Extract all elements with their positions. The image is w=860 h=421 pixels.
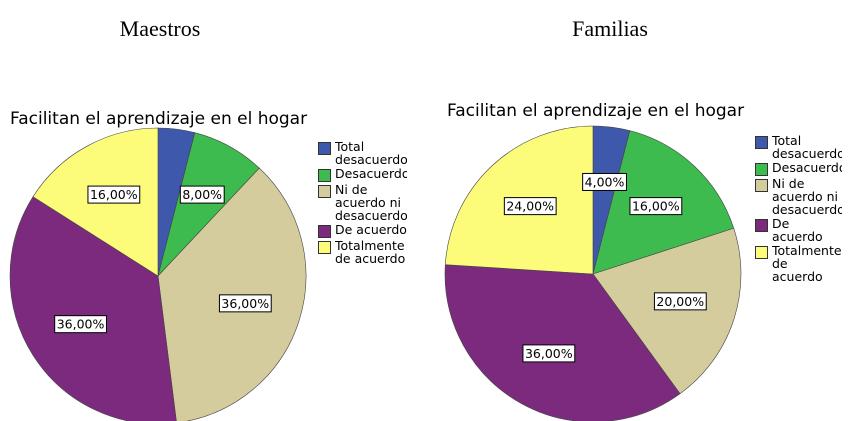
legend-label: De acuerdo (335, 223, 407, 236)
data-label: 20,00% (653, 292, 707, 311)
data-label: 24,00% (503, 197, 557, 216)
legend-item: Totalmente de acuerdo (318, 239, 407, 265)
legend-item: Total desacuerdo (755, 134, 842, 160)
label-box (582, 172, 627, 191)
value-label: 36,00% (525, 346, 573, 361)
legend-item: Desacuerdo (755, 161, 842, 176)
legend-label: Desacuerdo (772, 161, 842, 174)
label-box (522, 344, 576, 363)
legend-item: Desacuerdo (318, 167, 407, 182)
legend-swatch (755, 163, 768, 176)
chart-title: Facilitan el aprendizaje en el hogar (447, 101, 744, 121)
legend: Total desacuerdo Desacuerdo Ni de acuerdo … (318, 140, 407, 266)
legend-item: Total desacuerdo (318, 140, 407, 166)
heading: Maestros (120, 16, 201, 41)
legend-swatch (318, 185, 331, 198)
legend-label: De acuerdo (772, 217, 823, 243)
label-box (629, 197, 683, 216)
legend-swatch (755, 136, 768, 149)
value-label: 4,00% (585, 174, 625, 189)
value-label: 20,00% (656, 294, 704, 309)
pie-slice (592, 227, 742, 395)
data-label: 36,00% (54, 315, 107, 334)
legend-swatch (318, 225, 331, 238)
label-box (179, 185, 225, 204)
legend-swatch (755, 219, 768, 232)
value-label: 16,00% (90, 187, 138, 202)
legend-item: De acuerdo (318, 223, 407, 238)
legend-swatch (318, 142, 331, 155)
legend-label: Totalmente de acuerdo (772, 244, 842, 283)
legend-label: Ni de acuerdo ni desacuerdo (335, 183, 407, 222)
heading: Familias (572, 16, 648, 41)
legend-label: Ni de acuerdo ni desacuerdo (772, 177, 842, 216)
pie-slice (9, 196, 177, 421)
pie-slice (444, 264, 681, 421)
legend-item: Ni de acuerdo ni desacuerdo (755, 177, 842, 216)
value-label: 36,00% (221, 296, 269, 311)
data-label: 16,00% (87, 185, 141, 204)
legend: Total desacuerdo Desacuerdo Ni de acuerdo … (755, 134, 842, 284)
value-label: 24,00% (506, 199, 554, 214)
legend-item: Ni de acuerdo ni desacuerdo (318, 183, 407, 222)
data-label: 36,00% (522, 344, 576, 363)
value-label: 16,00% (632, 199, 680, 214)
value-label: 36,00% (57, 317, 105, 332)
data-label: 8,00% (179, 185, 225, 204)
chart-title: Facilitan el aprendizaje en el hogar (10, 109, 307, 129)
legend-label: Totalmente de acuerdo (335, 239, 406, 265)
data-label: 36,00% (218, 294, 272, 313)
label-box (503, 197, 557, 216)
legend-label: Total desacuerdo (772, 134, 842, 160)
label-box (653, 292, 707, 311)
legend-item: Totalmente de acuerdo (755, 244, 842, 283)
label-box (87, 185, 141, 204)
data-label: 4,00% (582, 172, 627, 191)
legend-swatch (755, 246, 768, 259)
legend-label: Desacuerdo (335, 167, 407, 180)
legend-label: Total desacuerdo (335, 140, 407, 166)
label-box (218, 294, 272, 313)
legend-swatch (318, 241, 331, 254)
value-label: 8,00% (182, 187, 222, 202)
label-box (54, 315, 107, 334)
legend-swatch (318, 169, 331, 182)
legend-swatch (755, 179, 768, 192)
data-label: 16,00% (629, 197, 683, 216)
legend-item: De acuerdo (755, 217, 842, 243)
